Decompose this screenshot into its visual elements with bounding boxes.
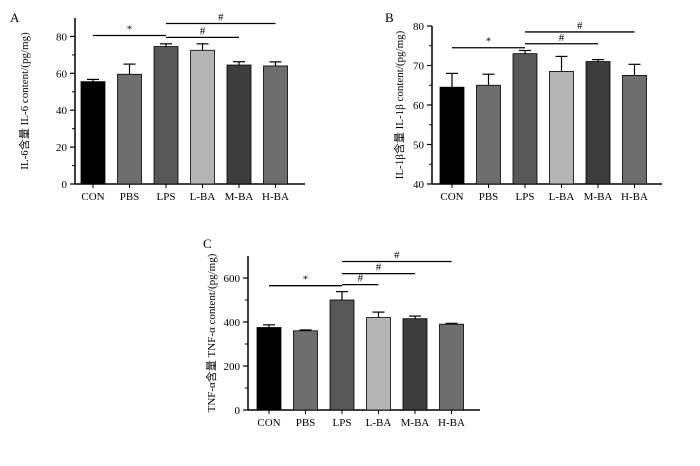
bar-l-ba bbox=[366, 317, 391, 411]
panel-letter: A bbox=[10, 10, 20, 25]
significance-mark: * bbox=[127, 24, 133, 36]
significance-mark: # bbox=[200, 25, 206, 37]
y-tick-label: 70 bbox=[413, 61, 425, 73]
bar-m-ba bbox=[402, 318, 428, 411]
y-tick-label: 80 bbox=[56, 31, 68, 43]
y-tick-label: 60 bbox=[413, 100, 425, 112]
significance-mark: # bbox=[358, 273, 364, 285]
x-tick-label: LPS bbox=[333, 417, 352, 429]
y-tick-label: 20 bbox=[56, 142, 68, 154]
y-axis-label: IL-6含量 IL-6 content/(pg/mg) bbox=[17, 32, 31, 170]
significance-mark: * bbox=[303, 274, 309, 286]
y-tick-label: 400 bbox=[224, 317, 241, 329]
chart-panel-a: A 0 20 40 60 80 IL-6含量 IL-6 content/(pg/mg) CON… bbox=[10, 10, 305, 203]
x-tick-label: CON bbox=[440, 191, 463, 203]
significance-mark: # bbox=[218, 12, 224, 24]
bar-con bbox=[256, 327, 282, 411]
x-tick-label: CON bbox=[81, 191, 104, 203]
y-tick-label: 50 bbox=[413, 140, 425, 152]
y-axis-label: IL-1β含量 IL-1β content/(pg/mg) bbox=[392, 30, 406, 179]
x-tick-label: H-BA bbox=[621, 191, 648, 203]
x-tick-label: LPS bbox=[157, 191, 176, 203]
bar-l-ba bbox=[549, 71, 574, 185]
y-tick-label: 40 bbox=[56, 105, 68, 117]
x-tick-label: M-BA bbox=[401, 417, 430, 429]
y-tick-label: 200 bbox=[224, 361, 241, 373]
x-tick-label: L-BA bbox=[190, 191, 216, 203]
significance-mark: * bbox=[486, 36, 492, 48]
y-axis-label: TNF-α含量 TNF-α content/(pg/mg) bbox=[204, 253, 218, 412]
bar-con bbox=[80, 81, 106, 185]
y-tick-label: 0 bbox=[235, 405, 241, 417]
bar-pbs bbox=[293, 330, 318, 411]
x-tick-label: H-BA bbox=[262, 191, 289, 203]
bar-pbs bbox=[476, 84, 501, 185]
significance-mark: # bbox=[577, 20, 583, 32]
bar-con bbox=[439, 86, 465, 185]
panel-letter: C bbox=[203, 236, 212, 251]
bar-lps bbox=[512, 53, 538, 185]
bar-h-ba bbox=[263, 65, 288, 185]
chart-panel-b: B 40 50 60 70 80 IL-1β含量 IL-1β content/(pg/mg)… bbox=[385, 10, 662, 203]
bar-h-ba bbox=[439, 323, 464, 411]
bar-m-ba bbox=[226, 64, 252, 185]
significance-mark: # bbox=[394, 250, 400, 262]
x-tick-label: M-BA bbox=[584, 191, 613, 203]
x-tick-label: PBS bbox=[296, 417, 316, 429]
significance-mark: # bbox=[376, 262, 382, 274]
bar-h-ba bbox=[622, 74, 647, 185]
bar-pbs bbox=[117, 73, 142, 185]
chart-panel-c: C 0 200 400 600 TNF-α含量 TNF-α content/(pg/mg)… bbox=[203, 236, 480, 429]
bar-lps bbox=[329, 299, 355, 411]
panel-letter: B bbox=[385, 10, 394, 25]
bar-m-ba bbox=[585, 61, 611, 185]
x-tick-label: CON bbox=[257, 417, 280, 429]
x-tick-label: PBS bbox=[479, 191, 499, 203]
significance-mark: # bbox=[559, 32, 565, 44]
x-tick-label: M-BA bbox=[225, 191, 254, 203]
x-tick-label: LPS bbox=[516, 191, 535, 203]
bar-lps bbox=[153, 46, 179, 185]
x-tick-label: L-BA bbox=[549, 191, 575, 203]
y-tick-label: 80 bbox=[413, 21, 425, 33]
y-tick-label: 60 bbox=[56, 68, 68, 80]
y-tick-label: 40 bbox=[413, 179, 425, 191]
bar-l-ba bbox=[190, 49, 215, 185]
x-tick-label: PBS bbox=[120, 191, 140, 203]
y-tick-label: 0 bbox=[62, 179, 68, 191]
x-tick-label: H-BA bbox=[438, 417, 465, 429]
y-tick-label: 600 bbox=[224, 273, 241, 285]
x-tick-label: L-BA bbox=[366, 417, 392, 429]
